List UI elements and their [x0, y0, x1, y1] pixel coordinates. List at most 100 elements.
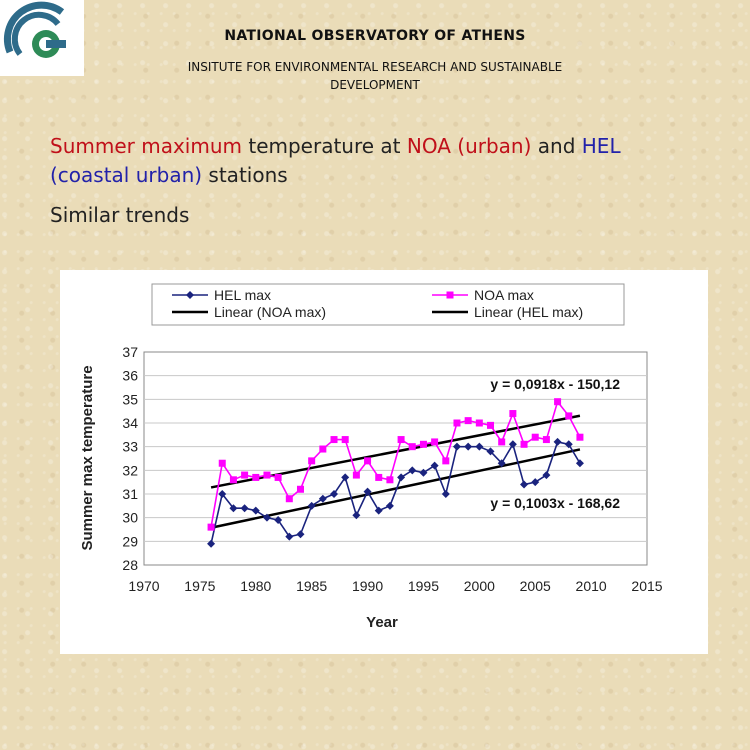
x-tick-label: 2010	[576, 578, 607, 594]
hel-point	[318, 494, 327, 503]
y-axis-label: Summer max temperature	[79, 365, 96, 550]
noa-point	[408, 443, 416, 451]
hel-point	[508, 440, 517, 449]
series-group	[207, 398, 584, 548]
noa-point	[520, 440, 528, 448]
noa-point	[542, 436, 550, 444]
legend-hel: HEL max	[172, 287, 271, 303]
y-tick-labels: 28 29 30 31 32 33 34 35 36 37	[122, 344, 138, 573]
x-tick-label: 1985	[296, 578, 327, 594]
noa-point	[274, 473, 282, 481]
noa-logo	[0, 0, 84, 76]
hel-point	[464, 442, 473, 451]
hel-point	[307, 501, 316, 510]
x-tick-label: 2015	[631, 578, 662, 594]
headline-text-a: temperature at	[242, 134, 407, 158]
y-tick-label: 37	[122, 344, 138, 360]
hel-point	[497, 459, 506, 468]
noa-point	[509, 410, 517, 418]
x-tick-label: 1995	[408, 578, 439, 594]
noa-point	[419, 440, 427, 448]
hel-point	[452, 442, 461, 451]
noa-series-line	[210, 399, 581, 528]
headline-summer-max: Summer maximum	[50, 134, 242, 158]
hel-point	[430, 461, 439, 470]
noa-point	[464, 417, 472, 425]
x-tick-label: 2005	[520, 578, 551, 594]
hel-point	[520, 480, 529, 489]
noa-point	[285, 495, 293, 503]
hel-point	[542, 471, 551, 480]
noa-trend-equation: y = 0,0918x - 150,12	[490, 376, 620, 392]
noa-point	[487, 421, 495, 429]
hel-point	[397, 473, 406, 482]
hel-point	[575, 459, 584, 468]
legend-hel-trend: Linear (HEL max)	[432, 304, 583, 320]
subheading: Similar trends	[50, 203, 190, 227]
hel-point	[553, 437, 562, 446]
hel-trend-equation: y = 0,1003x - 168,62	[490, 495, 620, 511]
hel-point	[262, 513, 271, 522]
hel-point	[352, 511, 361, 520]
hel-point	[385, 501, 394, 510]
noa-point	[475, 419, 483, 427]
x-tick-label: 1975	[184, 578, 215, 594]
x-tick-label: 1970	[128, 578, 159, 594]
hel-point	[363, 487, 372, 496]
observatory-title: NATIONAL OBSERVATORY OF ATHENS	[224, 28, 526, 44]
noa-point	[252, 473, 260, 481]
slide-headline: Summer maximum temperature at NOA (urban…	[50, 132, 730, 190]
noa-point	[218, 459, 226, 467]
y-tick-label: 35	[122, 391, 138, 407]
hel-point	[486, 447, 495, 456]
hel-point	[564, 440, 573, 449]
y-tick-label: 32	[122, 462, 138, 478]
hel-point	[274, 516, 283, 525]
hel-point	[330, 490, 339, 498]
institute-line-2: DEVELOPMENT	[330, 78, 420, 92]
x-tick-label: 1990	[352, 578, 383, 594]
noa-point	[319, 445, 327, 453]
noa-point	[364, 457, 372, 465]
y-tick-label: 36	[122, 368, 138, 384]
x-tick-label: 1980	[240, 578, 271, 594]
chart-svg: HEL max NOA max Linear (NOA max) Linear (HE…	[79, 283, 663, 631]
hel-point	[419, 468, 428, 477]
noa-point	[386, 476, 394, 484]
y-tick-label: 34	[122, 415, 138, 431]
noa-point	[296, 485, 304, 493]
headline-noa: NOA (urban)	[406, 134, 532, 158]
y-tick-label: 28	[122, 557, 138, 573]
noa-point	[330, 436, 338, 444]
noa-point	[397, 436, 405, 444]
noa-point	[576, 433, 584, 441]
legend-label: Linear (HEL max)	[474, 304, 583, 320]
hel-point	[218, 490, 227, 498]
noa-point	[531, 433, 539, 441]
hel-point	[475, 442, 484, 451]
hel-point	[207, 539, 216, 548]
headline-coastal: (coastal urban)	[50, 163, 203, 187]
hel-point	[441, 490, 450, 498]
hel-point	[374, 506, 383, 515]
hel-point	[531, 478, 540, 487]
noa-point	[263, 471, 271, 479]
y-tick-label: 30	[122, 510, 138, 526]
x-tick-labels: 1970 1975 1980 1985 1990 1995 2000 2005 2010 2015	[128, 578, 662, 594]
legend: HEL max NOA max Linear (NOA max) Linear (HE…	[172, 287, 583, 320]
hel-series-line	[210, 441, 581, 544]
hel-point	[408, 466, 417, 475]
noa-point	[565, 412, 573, 420]
gridlines	[144, 375, 647, 542]
headline-hel: HEL	[581, 134, 621, 158]
y-tick-label: 31	[122, 486, 138, 502]
headline-text-c: stations	[202, 163, 288, 187]
noa-point	[375, 473, 383, 481]
noa-point	[308, 457, 316, 465]
institute-line-1: INSITUTE FOR ENVIRONMENTAL RESEARCH AND …	[187, 60, 563, 74]
institute-name: INSITUTE FOR ENVIRONMENTAL RESEARCH AND …	[0, 58, 750, 94]
noa-point	[442, 457, 450, 465]
temperature-chart: HEL max NOA max Linear (NOA max) Linear (HE…	[60, 270, 708, 654]
hel-point	[296, 530, 305, 539]
noa-point	[352, 471, 360, 479]
